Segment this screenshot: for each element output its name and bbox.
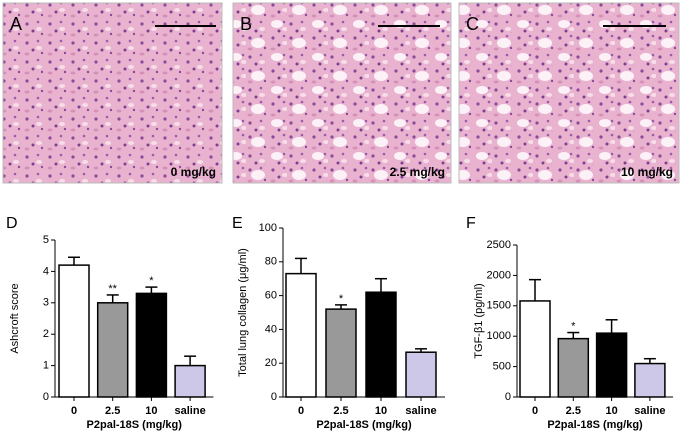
y-axis-label: Ashcroft score — [9, 283, 21, 353]
x-tick-label: 2.5 — [105, 405, 120, 417]
y-tick-label: 0 — [43, 391, 49, 403]
y-tick-label: 5 — [43, 234, 49, 246]
x-tick-label: 0 — [298, 405, 304, 417]
panel-label: E — [232, 215, 243, 232]
y-tick-label: 1 — [43, 360, 49, 372]
image-b — [232, 2, 452, 184]
bar — [405, 351, 437, 398]
y-tick-label: 0 — [505, 391, 511, 403]
x-tick-label: 0 — [71, 405, 77, 417]
y-tick-label: 2500 — [487, 239, 511, 251]
x-tick-label: 2.5 — [566, 405, 581, 417]
bar — [96, 302, 129, 398]
image-letter: C — [466, 14, 479, 34]
dose-label: 2.5 mg/kg — [390, 165, 445, 179]
x-axis-label: P2pal-18S (mg/kg) — [316, 419, 412, 431]
bar — [285, 272, 317, 398]
y-tick-label: 80 — [265, 256, 277, 268]
bar — [58, 264, 90, 398]
y-tick-label: 3 — [43, 297, 49, 309]
y-tick-label: 4 — [43, 265, 49, 277]
panel-label: F — [466, 215, 476, 232]
dose-label: 0 mg/kg — [171, 165, 216, 179]
bar — [519, 300, 551, 398]
significance-mark: * — [339, 293, 344, 305]
bar — [557, 337, 590, 398]
y-axis-label: Total lung collagen (μg/ml) — [237, 248, 249, 377]
significance-mark: ** — [108, 283, 117, 295]
bar — [325, 308, 357, 398]
x-tick-label: 10 — [375, 405, 387, 417]
bar — [135, 292, 168, 398]
image-letter: B — [240, 14, 252, 34]
x-tick-label: saline — [634, 405, 665, 417]
x-tick-label: 10 — [145, 405, 157, 417]
y-tick-label: 2 — [43, 328, 49, 340]
significance-mark: * — [149, 275, 154, 287]
bar — [634, 362, 666, 398]
y-tick-label: 2000 — [487, 269, 511, 281]
panel-label: D — [6, 215, 18, 232]
dose-label: 10 mg/kg — [621, 165, 673, 179]
image-letter: A — [10, 14, 22, 34]
y-tick-label: 20 — [265, 357, 277, 369]
x-axis-label: P2pal-18S (mg/kg) — [87, 419, 183, 431]
bar — [595, 332, 628, 398]
y-tick-label: 500 — [493, 361, 511, 373]
y-tick-label: 60 — [265, 290, 277, 302]
x-tick-label: 0 — [532, 405, 538, 417]
x-tick-label: saline — [405, 405, 436, 417]
y-tick-label: 1500 — [487, 300, 511, 312]
image-a — [2, 2, 223, 184]
x-tick-label: 10 — [605, 405, 617, 417]
image-c — [458, 2, 680, 184]
y-axis-label: TGF-β1 (pg/ml) — [473, 283, 485, 358]
x-tick-label: saline — [175, 405, 206, 417]
significance-mark: * — [571, 321, 576, 333]
y-tick-label: 40 — [265, 323, 277, 335]
y-tick-label: 0 — [271, 391, 277, 403]
y-tick-label: 1000 — [487, 330, 511, 342]
bar — [365, 291, 397, 398]
y-tick-label: 100 — [259, 222, 277, 234]
x-tick-label: 2.5 — [333, 405, 348, 417]
bar — [174, 364, 206, 398]
x-axis-label: P2pal-18S (mg/kg) — [547, 419, 643, 431]
